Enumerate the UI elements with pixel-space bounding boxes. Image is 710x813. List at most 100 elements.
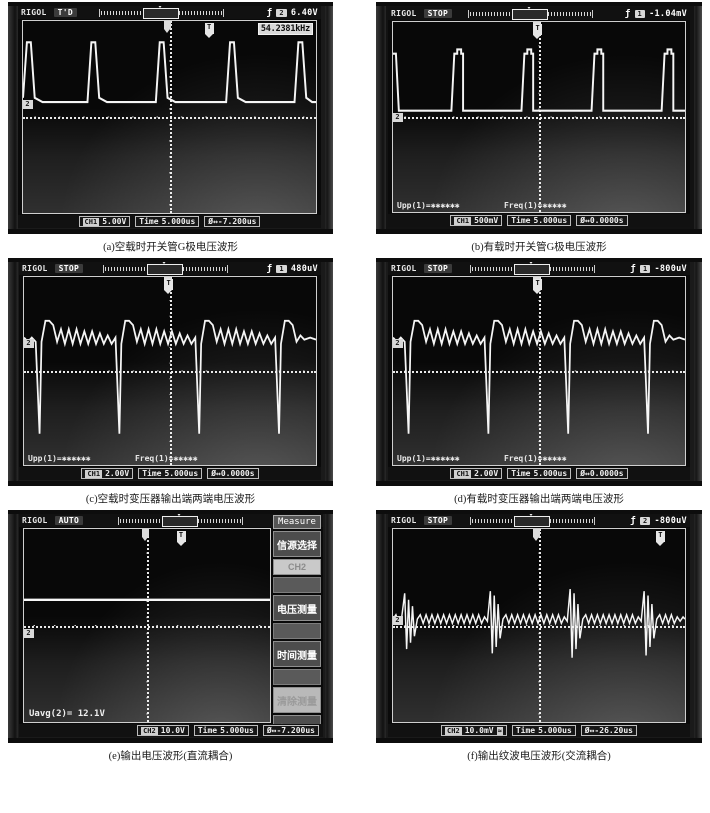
menu-item-time-measure[interactable]: 时间测量 <box>273 641 321 667</box>
bezel-top <box>8 2 333 6</box>
run-state-badge[interactable]: AUTO <box>54 516 84 525</box>
trigger-level-marker[interactable]: T <box>655 531 665 546</box>
channel-scale-segment[interactable]: CH2 10.0mV ≈ <box>441 725 507 736</box>
bezel-bottom <box>376 738 702 743</box>
trigger-level-marker[interactable]: T <box>533 24 543 39</box>
memory-waveform-indicator[interactable] <box>467 7 593 20</box>
screen-glow <box>393 277 685 465</box>
timebase-segment[interactable]: Time 5.000us <box>138 468 203 479</box>
figure-row-2: RIGOL STOP ƒ 1 480uV <box>0 258 710 506</box>
channel-ground-marker[interactable]: 2 <box>23 99 33 109</box>
trigger-hud: ƒ 1 480uV <box>267 264 321 274</box>
trigger-level-marker[interactable]: T <box>533 279 543 294</box>
bezel-left <box>8 510 18 743</box>
measure-menu[interactable]: Measure 信源选择 CH2 电压测量 时间测量 清除测量 全部测量 关闭 <box>273 515 321 737</box>
memory-waveform-indicator[interactable] <box>118 514 244 527</box>
scope-photo-c: RIGOL STOP ƒ 1 480uV <box>8 258 333 486</box>
trigger-level-marker[interactable]: T <box>176 531 186 546</box>
measurement-freq: Freq(1)=✱✱✱✱✱ <box>503 454 567 463</box>
trigger-delay-segment[interactable]: Ø↔-7.200us <box>204 216 261 227</box>
waveform-trace <box>393 319 685 434</box>
trigger-delay-segment[interactable]: Ø↔0.0000s <box>207 468 259 479</box>
trigger-position-marker[interactable] <box>163 21 171 33</box>
menu-item-voltage-measure[interactable]: 电压测量 <box>273 595 321 621</box>
frequency-badge: 54.2381kHz <box>257 23 313 35</box>
run-state-badge[interactable]: STOP <box>423 516 453 525</box>
menu-title: Measure <box>273 515 321 529</box>
trigger-delay-segment[interactable]: Ø↔0.0000s <box>576 468 628 479</box>
timebase-value: 5.000us <box>220 726 254 735</box>
timebase-value: 5.000us <box>161 217 196 226</box>
bezel-bottom <box>8 738 333 743</box>
channel-ground-marker[interactable]: 2 <box>24 629 34 639</box>
bottom-settings-bar: CH2 10.0mV ≈ Time 5.000us Ø↔-26.20us <box>388 724 690 737</box>
menu-item-clear-measure[interactable]: 清除测量 <box>273 687 321 713</box>
run-state-badge[interactable]: STOP <box>54 264 84 273</box>
run-state-badge[interactable]: STOP <box>423 9 453 18</box>
screen-glow <box>24 529 270 722</box>
trigger-delay-segment[interactable]: Ø↔-26.20us <box>580 725 637 736</box>
timebase-value: 5.000us <box>538 726 572 735</box>
memory-waveform-indicator[interactable] <box>102 262 228 275</box>
channel-ground-marker[interactable]: 2 <box>393 113 403 123</box>
bezel-bottom <box>8 481 333 486</box>
measurement-freq: Freq(1)=✱✱✱✱✱ <box>503 201 567 210</box>
channel-scale-value: 2.00V <box>474 469 499 478</box>
trigger-level-marker[interactable]: T <box>164 279 174 294</box>
brand-label: RIGOL <box>22 264 48 273</box>
scope-photo-a: RIGOL T'D ƒ 2 6.40V <box>8 2 333 234</box>
menu-item-source-select[interactable]: 信源选择 <box>273 531 321 557</box>
status-bar: RIGOL AUTO ƒ <box>19 514 323 527</box>
timebase-segment[interactable]: Time 5.000us <box>135 216 200 227</box>
brand-label: RIGOL <box>21 8 47 17</box>
trigger-position-marker[interactable] <box>142 529 150 541</box>
scope-photo-d: RIGOL STOP ƒ 1 -800uV <box>376 258 702 486</box>
memory-waveform-indicator[interactable] <box>469 262 595 275</box>
run-state-badge[interactable]: STOP <box>423 264 453 273</box>
status-bar: RIGOL STOP ƒ 1 -800uV <box>388 262 690 275</box>
bezel-bottom <box>376 229 702 234</box>
trigger-delay-segment[interactable]: Ø↔0.0000s <box>576 215 628 226</box>
channel-scale-segment[interactable]: CH1 5.00V <box>78 216 131 227</box>
channel-tag: CH1 <box>82 217 100 226</box>
memory-waveform-indicator[interactable] <box>469 514 595 527</box>
timebase-segment[interactable]: Time 5.000us <box>193 725 258 736</box>
bottom-settings-bar: CH1 5.00V Time 5.000us Ø↔-7.200us <box>18 215 321 228</box>
channel-ground-marker[interactable]: 2 <box>393 339 403 349</box>
trigger-channel-badge: 1 <box>639 264 651 273</box>
panel-caption-f: (f)输出纹波电压波形(交流耦合) <box>467 751 611 762</box>
status-bar: RIGOL T'D ƒ 2 6.40V <box>18 6 321 19</box>
bottom-settings-bar: CH1 2.00V Time 5.000us Ø↔0.0000s <box>388 467 690 480</box>
trigger-level-value: -800uV <box>654 263 687 274</box>
channel-tag: CH1 <box>85 469 103 478</box>
channel-scale-segment[interactable]: CH1 500mV <box>450 215 503 226</box>
channel-scale-segment[interactable]: CH1 2.00V <box>450 468 503 479</box>
grid-center-horizontal <box>24 625 270 628</box>
channel-scale-segment[interactable]: CH2 10.0V <box>137 725 189 736</box>
timebase-segment[interactable]: Time 5.000us <box>511 725 576 736</box>
timebase-segment[interactable]: Time 5.000us <box>507 215 572 226</box>
menu-item-source-value[interactable]: CH2 <box>273 559 321 575</box>
channel-scale-segment[interactable]: CH1 2.00V <box>81 468 134 479</box>
timebase-label: Time <box>197 726 218 735</box>
trigger-position-marker[interactable] <box>533 529 541 541</box>
trigger-delay-segment[interactable]: Ø↔-7.200us <box>262 725 319 736</box>
channel-ground-marker[interactable]: 2 <box>393 615 403 625</box>
memory-waveform-indicator[interactable] <box>98 6 224 19</box>
panel-b: RIGOL STOP ƒ 1 -1.04mV <box>376 2 702 254</box>
waveform-grid: T 2 54.2381kHz <box>22 20 317 214</box>
panel-a: RIGOL T'D ƒ 2 6.40V <box>8 2 333 254</box>
panel-d: RIGOL STOP ƒ 1 -800uV <box>376 258 702 506</box>
trigger-bolt-icon: ƒ <box>624 8 631 19</box>
timebase-label: Time <box>139 217 159 226</box>
channel-ground-marker[interactable]: 2 <box>24 339 34 349</box>
waveform-trace <box>24 598 270 601</box>
panel-caption-d: (d)有载时变压器输出端两端电压波形 <box>454 494 624 505</box>
timebase-segment[interactable]: Time 5.000us <box>507 468 572 479</box>
trigger-level-marker[interactable]: T <box>204 23 214 38</box>
bezel-top <box>8 510 333 514</box>
bezel-bottom <box>376 481 702 486</box>
figure-row-1: RIGOL T'D ƒ 2 6.40V <box>0 2 710 254</box>
run-state-badge[interactable]: T'D <box>53 8 77 17</box>
